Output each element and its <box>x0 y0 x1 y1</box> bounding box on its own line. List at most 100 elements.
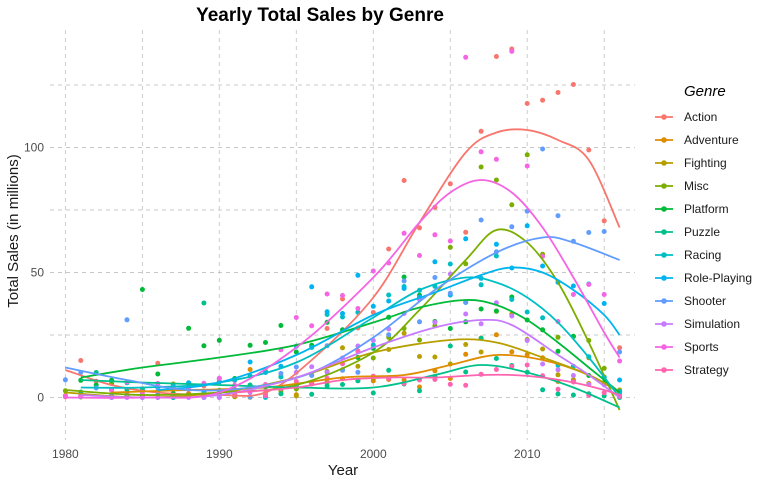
point-shooter <box>447 290 453 296</box>
point-role-playing <box>601 301 607 306</box>
point-misc <box>370 355 376 361</box>
point-platform <box>186 325 192 331</box>
point-racing <box>524 309 530 315</box>
legend-label-misc: Misc <box>684 179 709 193</box>
point-fighting <box>401 330 407 336</box>
point-misc <box>417 337 422 343</box>
point-fighting <box>478 349 484 355</box>
point-platform <box>555 348 561 354</box>
y-axis-title: Total Sales (in millions) <box>5 154 22 307</box>
legend-key-dot-puzzle <box>661 229 667 235</box>
legend-label-role-playing: Role-Playing <box>684 271 752 285</box>
point-simulation <box>540 361 546 367</box>
point-racing <box>386 292 392 298</box>
point-simulation <box>509 313 515 319</box>
point-action <box>417 225 422 231</box>
point-action <box>586 147 592 153</box>
point-misc <box>555 334 561 340</box>
point-sports <box>601 292 607 297</box>
point-sports <box>509 48 515 54</box>
point-role-playing <box>493 241 499 247</box>
point-puzzle <box>340 382 345 387</box>
x-tick-label: 2000 <box>360 447 387 461</box>
point-shooter <box>432 275 438 280</box>
point-action <box>601 218 607 224</box>
point-sports <box>417 253 422 258</box>
point-simulation <box>216 395 222 400</box>
point-puzzle <box>309 391 315 397</box>
point-fighting <box>355 363 361 369</box>
point-sports <box>524 163 530 169</box>
point-platform <box>478 306 484 312</box>
trend-line-platform <box>80 299 621 394</box>
point-shooter <box>355 369 361 375</box>
point-simulation <box>555 367 561 373</box>
point-action <box>447 181 453 187</box>
point-strategy <box>263 393 268 398</box>
point-shooter <box>386 332 392 338</box>
x-tick-label: 1990 <box>206 447 233 461</box>
point-sports <box>309 323 315 329</box>
point-sports <box>478 149 484 155</box>
point-platform <box>155 371 161 377</box>
point-puzzle <box>493 356 499 361</box>
point-simulation <box>570 373 576 378</box>
legend-key-dot-shooter <box>661 298 667 304</box>
point-strategy <box>493 367 499 372</box>
point-misc <box>493 177 499 183</box>
point-action <box>463 229 469 235</box>
point-action <box>617 345 623 351</box>
point-sports <box>463 54 469 60</box>
point-simulation <box>463 311 469 317</box>
point-action <box>570 82 576 87</box>
point-racing <box>540 315 546 321</box>
legend-key-dot-misc <box>661 183 667 189</box>
chart-title: Yearly Total Sales by Genre <box>196 5 444 26</box>
point-role-playing <box>524 223 530 229</box>
point-fighting <box>555 372 561 378</box>
point-shooter <box>417 319 422 325</box>
trend-line-strategy <box>234 373 620 396</box>
point-platform <box>139 287 145 292</box>
point-sports <box>447 238 453 244</box>
point-fighting <box>432 354 438 360</box>
point-role-playing <box>355 272 361 278</box>
point-platform <box>447 326 453 331</box>
point-shooter <box>586 230 592 235</box>
point-sports <box>401 230 407 236</box>
y-tick-label: 0 <box>37 391 44 405</box>
point-role-playing <box>370 303 376 309</box>
point-shooter <box>617 349 623 355</box>
point-action <box>401 178 407 183</box>
point-puzzle <box>324 383 330 389</box>
point-action <box>78 358 84 363</box>
point-shooter <box>401 278 407 284</box>
legend-key-dot-simulation <box>661 321 667 327</box>
point-misc <box>447 244 453 250</box>
point-role-playing <box>309 284 315 290</box>
point-puzzle <box>570 392 576 398</box>
legend-key-dot-fighting <box>661 160 667 166</box>
legend: Genre Action Adventure Fighting Misc Platfor… <box>655 83 752 377</box>
legend-key-dot-sports <box>661 344 667 350</box>
point-misc <box>478 164 484 170</box>
legend-label-fighting: Fighting <box>684 156 727 170</box>
point-shooter <box>555 213 561 219</box>
point-platform <box>216 337 222 343</box>
point-action <box>524 101 530 106</box>
point-puzzle <box>278 391 284 397</box>
point-shooter <box>463 299 469 305</box>
point-role-playing <box>617 377 623 383</box>
point-adventure <box>509 349 515 355</box>
legend-key-dot-action <box>661 114 667 120</box>
point-racing <box>478 282 484 288</box>
point-action <box>493 54 499 59</box>
point-role-playing <box>247 359 253 365</box>
point-role-playing <box>340 311 345 316</box>
point-sports <box>293 315 299 320</box>
point-role-playing <box>386 298 392 304</box>
point-role-playing <box>570 283 576 289</box>
point-puzzle <box>370 390 376 396</box>
point-puzzle <box>540 387 546 393</box>
